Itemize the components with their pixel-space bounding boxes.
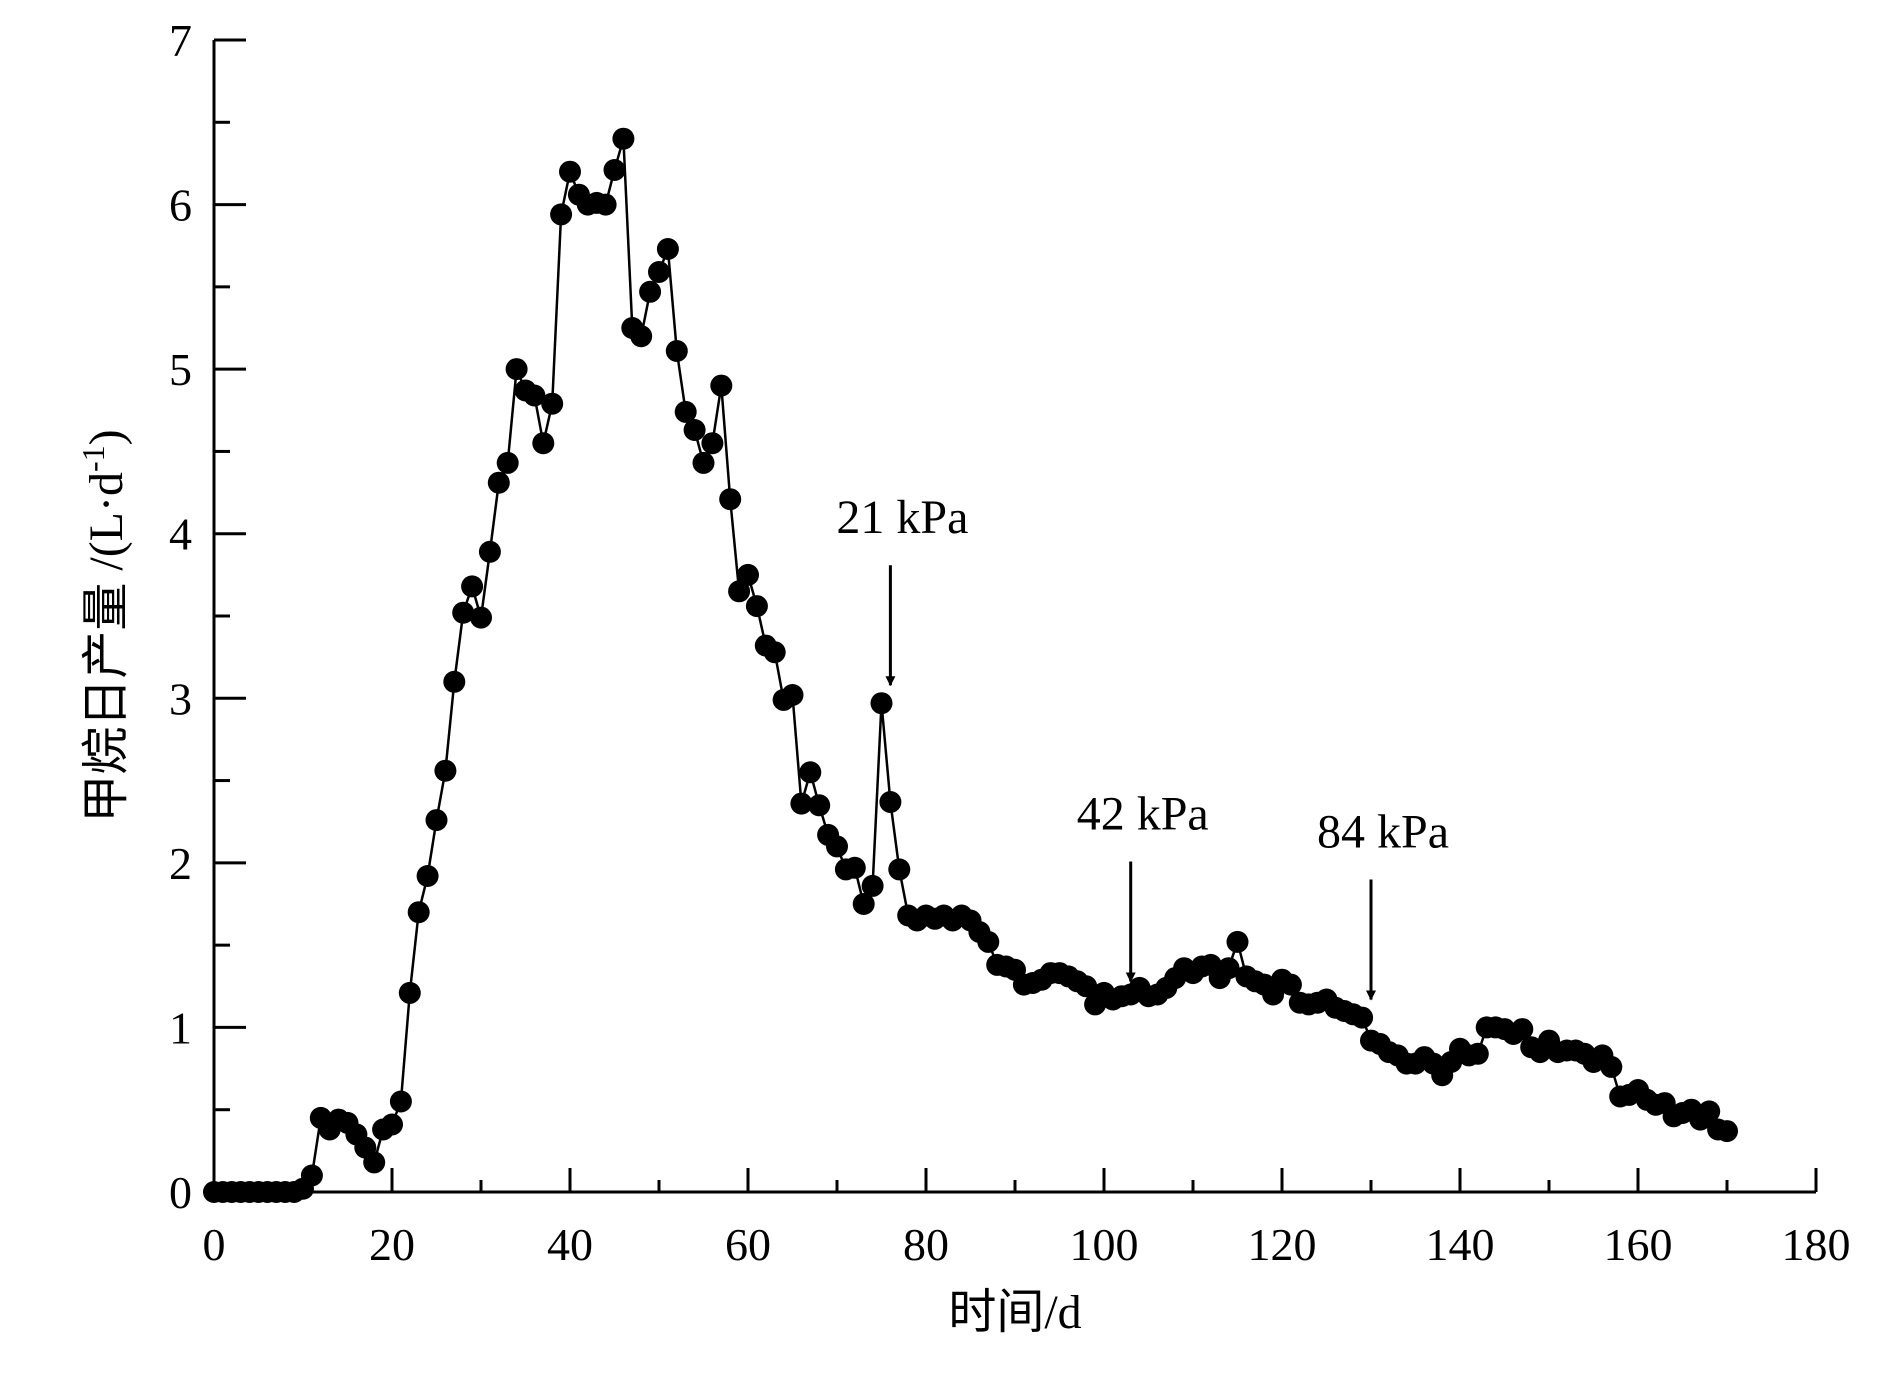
data-point [719,488,742,511]
data-point [505,358,528,381]
x-tick-label: 120 [1248,1219,1317,1270]
data-point [710,374,733,397]
data-point [630,325,653,348]
y-axis-title-tail: ) [80,429,133,445]
data-point [407,901,430,924]
x-tick-label: 40 [547,1219,593,1270]
data-point [603,159,626,181]
x-tick-label: 60 [725,1219,771,1270]
data-point [888,858,911,881]
data-point [452,601,475,624]
x-tick-label: 140 [1426,1219,1495,1270]
data-point [1217,957,1240,980]
y-tick-label: 7 [169,15,192,66]
data-point [1698,1100,1721,1123]
y-tick-label: 5 [169,344,192,395]
y-axis-title-main: 甲烷日产量 /(L·d [80,472,133,823]
x-tick-label: 100 [1070,1219,1139,1270]
data-point [843,856,866,879]
data-point [639,280,662,303]
y-axis-title-superscript: -1 [75,445,111,472]
data-point [487,471,510,494]
x-axis-title: 时间/d [948,1286,1081,1339]
data-point [977,930,1000,953]
data-point [398,981,421,1004]
data-point [416,865,439,887]
data-point [612,127,635,150]
annotation-label: 84 kPa [1317,806,1449,859]
data-point [300,1164,323,1187]
data-point [425,809,448,832]
y-tick-label: 3 [169,673,192,724]
data-point [790,792,813,815]
data-point [550,203,573,226]
data-point [665,340,688,362]
data-point [1226,930,1249,953]
data-point [1466,1042,1489,1065]
data-series [203,127,1738,1203]
data-point [745,595,768,618]
data-point [870,692,893,715]
data-point [461,575,484,598]
data-point [389,1090,412,1113]
data-point [1511,1018,1534,1041]
data-point [443,670,466,693]
data-point [737,563,759,586]
data-point [470,606,492,629]
y-tick-label: 2 [169,838,192,889]
data-point [1279,973,1302,996]
x-tick-label: 20 [369,1219,415,1270]
data-point [701,432,724,455]
data-point [1716,1120,1738,1143]
data-point [1600,1055,1623,1078]
y-axis-title: 甲烷日产量 /(L·d-1) [75,429,133,822]
data-point [434,759,457,782]
data-point [656,238,679,260]
data-point [879,791,902,813]
data-point [1075,975,1098,998]
data-point [808,794,831,817]
data-point [532,432,555,455]
data-point [363,1151,386,1174]
data-point [683,419,706,441]
data-point [763,641,786,664]
data-point [781,684,804,706]
data-point [523,384,546,407]
data-point [674,400,697,423]
data-point [381,1113,403,1136]
x-tick-label: 180 [1782,1219,1851,1270]
y-tick-label: 0 [169,1167,192,1218]
data-point [559,160,581,183]
data-point [728,580,751,603]
data-point [648,261,670,283]
x-tick-label: 80 [903,1219,949,1270]
y-tick-label: 4 [169,509,192,560]
data-point [541,392,564,415]
annotation-label: 21 kPa [836,491,968,544]
data-point [594,193,617,216]
x-tick-label: 0 [203,1219,226,1270]
axes: 0 20 40 60 80 100 120 140 160 180 0 1 2 3 4 5 6 7 [169,15,1851,1270]
x-tick-label: 160 [1604,1219,1673,1270]
annotations: 21 kPa 42 kPa 84 kPa [836,491,1449,1001]
data-point [692,451,715,474]
data-point [478,540,501,563]
data-point [861,874,884,897]
data-point [799,761,822,784]
data-point [852,893,875,915]
data-point [1351,1006,1374,1029]
y-tick-label: 1 [169,1002,192,1053]
annotation-label: 42 kPa [1077,787,1209,840]
data-point [496,451,519,474]
y-tick-label: 6 [169,180,192,231]
data-point [826,835,848,858]
